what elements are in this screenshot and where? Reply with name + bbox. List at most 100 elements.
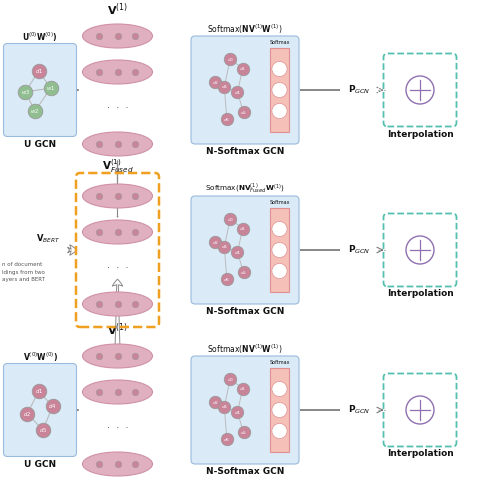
Ellipse shape [82, 292, 152, 316]
Text: $d1$: $d1$ [34, 67, 42, 75]
Point [132, 68, 140, 76]
Point [220, 82, 228, 90]
Point [96, 352, 104, 360]
Bar [270, 368, 289, 452]
Point [96, 140, 104, 148]
Point [114, 352, 122, 360]
FancyBboxPatch shape [4, 364, 76, 456]
Text: $d3$: $d3$ [220, 403, 228, 410]
Text: $w2$: $w2$ [30, 107, 40, 115]
Point [234, 88, 241, 96]
Ellipse shape [82, 24, 152, 48]
Point [132, 300, 140, 308]
Text: $\mathbf{V}^{(1)}_{Fused}$: $\mathbf{V}^{(1)}_{Fused}$ [102, 157, 134, 175]
Point [114, 388, 122, 396]
Text: $d2$: $d2$ [212, 239, 219, 246]
Ellipse shape [82, 380, 152, 404]
Ellipse shape [82, 132, 152, 156]
Point [96, 228, 104, 236]
FancyBboxPatch shape [191, 356, 299, 464]
Point [34, 387, 42, 395]
Point [238, 384, 246, 392]
Text: $d4$: $d4$ [234, 88, 241, 96]
Point [39, 426, 47, 434]
Text: $\mathbf{V}^{(1)}$: $\mathbf{V}^{(1)}$ [107, 322, 128, 338]
Circle shape [272, 62, 287, 76]
Text: ·  ·  ·: · · · [107, 263, 128, 273]
Text: $d2$: $d2$ [212, 79, 219, 86]
Point [114, 68, 122, 76]
Text: $d2$: $d2$ [212, 399, 219, 406]
Point [240, 268, 248, 276]
Text: Softmax: Softmax [269, 360, 289, 365]
Text: $d0$: $d0$ [226, 376, 234, 382]
Point [132, 352, 140, 360]
Point [238, 64, 246, 72]
Text: n of document: n of document [2, 262, 43, 268]
Point [46, 84, 54, 92]
Circle shape [272, 264, 287, 278]
Text: $d5$: $d5$ [240, 429, 247, 436]
Ellipse shape [82, 184, 152, 208]
Point [24, 410, 32, 418]
Text: U GCN: U GCN [24, 460, 56, 469]
Text: N-Softmax GCN: N-Softmax GCN [206, 307, 284, 316]
Point [96, 192, 104, 200]
Point [132, 140, 140, 148]
Bar [270, 208, 289, 292]
Point [96, 388, 104, 396]
Text: $\mathbf{V}^{(1)}$: $\mathbf{V}^{(1)}$ [107, 2, 128, 18]
Point [132, 192, 140, 200]
Point [238, 224, 246, 232]
Circle shape [272, 242, 287, 258]
Point [114, 228, 122, 236]
Point [226, 55, 234, 63]
Circle shape [272, 82, 287, 98]
Text: $d3$: $d3$ [220, 243, 228, 250]
Point [234, 248, 241, 256]
Text: Interpolation: Interpolation [386, 130, 454, 138]
Text: Interpolation: Interpolation [386, 290, 454, 298]
Point [240, 428, 248, 436]
Point [223, 115, 231, 123]
Text: $d1$: $d1$ [34, 387, 42, 395]
Text: ·  ·  ·: · · · [107, 423, 128, 433]
Circle shape [272, 104, 287, 118]
Text: Softmax: Softmax [269, 40, 289, 45]
Text: $d6$: $d6$ [224, 436, 230, 442]
FancyBboxPatch shape [191, 196, 299, 304]
Point [132, 32, 140, 40]
Point [220, 242, 228, 250]
Circle shape [272, 424, 287, 438]
Text: N-Softmax GCN: N-Softmax GCN [206, 467, 284, 476]
Text: ldings from two: ldings from two [2, 270, 46, 275]
Point [226, 215, 234, 223]
Point [96, 300, 104, 308]
Text: ayers and BERT: ayers and BERT [2, 278, 46, 282]
Text: ·  ·  ·: · · · [107, 103, 128, 113]
Text: U GCN: U GCN [24, 140, 56, 149]
Point [223, 275, 231, 283]
Text: $d4$: $d4$ [234, 408, 241, 416]
Point [234, 408, 241, 416]
Text: Softmax($\mathbf{NV}^{(1)}\mathbf{W}^{(1)}$): Softmax($\mathbf{NV}^{(1)}\mathbf{W}^{(1… [207, 342, 283, 356]
Point [212, 78, 220, 86]
Text: $d3$: $d3$ [220, 83, 228, 90]
Text: $d0$: $d0$ [226, 56, 234, 62]
Text: $w3$: $w3$ [21, 88, 30, 96]
Text: $\mathbf{V}^{(0)}\mathbf{W}^{(0)}$): $\mathbf{V}^{(0)}\mathbf{W}^{(0)}$) [22, 350, 58, 364]
Text: Softmax($\mathbf{NV}^{(1)}\mathbf{W}^{(1)}$): Softmax($\mathbf{NV}^{(1)}\mathbf{W}^{(1… [207, 22, 283, 36]
Text: $w1$: $w1$ [46, 84, 55, 92]
Ellipse shape [82, 220, 152, 244]
Text: $\mathbf{U}^{(0)}\mathbf{W}^{(0)}$): $\mathbf{U}^{(0)}\mathbf{W}^{(0)}$) [22, 30, 58, 44]
Ellipse shape [82, 60, 152, 84]
Point [114, 140, 122, 148]
Text: $\mathbf{P}_{GCN}$: $\mathbf{P}_{GCN}$ [348, 404, 371, 416]
Point [48, 402, 56, 410]
Text: $d0$: $d0$ [226, 216, 234, 222]
Point [226, 375, 234, 383]
Point [223, 435, 231, 443]
Text: Softmax: Softmax [269, 200, 289, 205]
Text: $d1$: $d1$ [239, 65, 246, 72]
Point [96, 32, 104, 40]
